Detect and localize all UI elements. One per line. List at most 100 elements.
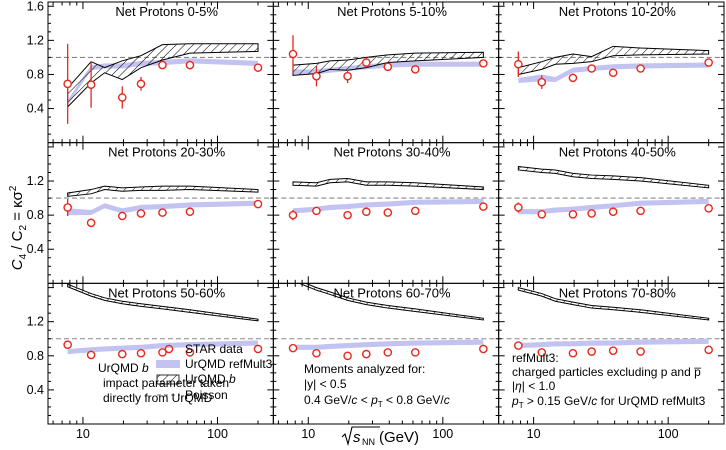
sqrt-sign [341, 426, 380, 447]
y-tick-label: 1.2 [27, 315, 44, 329]
star-marker [86, 80, 96, 89]
star-marker [410, 65, 420, 74]
star-marker [63, 79, 72, 89]
star-marker [514, 203, 523, 212]
star-marker [288, 210, 298, 220]
urqmd-refmult-band [292, 339, 484, 350]
star-marker [479, 202, 488, 211]
annotation-urqmd-b: UrQMD b impact parameter taken directly … [98, 361, 229, 405]
svg-text:|y| < 0.5: |y| < 0.5 [304, 377, 347, 391]
panel-4: 0.4 0.8 1.2 Net Protons 20-30% [27, 142, 274, 284]
star-marker [704, 345, 713, 355]
urqmd-refmult-band [292, 198, 484, 214]
star-data-point [253, 344, 263, 354]
star-marker [158, 348, 167, 357]
star-marker [312, 71, 321, 81]
panel-plot-area [498, 165, 724, 219]
star-marker [158, 60, 167, 70]
y-tick-label: 1.2 [27, 33, 44, 47]
star-data-point [587, 64, 596, 73]
star-data-point [704, 345, 713, 355]
star-data-point [136, 209, 146, 218]
urqmd-refmult-band [67, 58, 259, 106]
star-data-point [185, 348, 195, 357]
star-data-point [253, 199, 263, 209]
y-tick-label: 0.4 [27, 102, 44, 116]
star-data-point [383, 348, 393, 357]
legend-urqmd-b-label: UrQMD b [185, 372, 236, 386]
star-marker [568, 348, 578, 358]
urqmd-refmult-band [67, 340, 259, 355]
star-marker [636, 347, 645, 356]
y-tick-label: 0.8 [27, 349, 44, 363]
x-tick-label: 100 [658, 427, 679, 441]
star-data-point [158, 348, 167, 357]
star-marker [136, 79, 146, 89]
star-data-point [63, 198, 72, 216]
svg-text:NN: NN [362, 437, 375, 447]
legend-refmult-swatch [156, 360, 180, 368]
y-tick-label: 0.4 [27, 383, 44, 397]
star-data-point [312, 206, 321, 216]
urqmd-refmult-band [518, 62, 709, 83]
panel-title: Net Protons 60-70% [333, 285, 451, 300]
panel-5: Net Protons 30-40% [272, 142, 500, 284]
svg-text:directly from UrQMD: directly from UrQMD [103, 391, 213, 405]
urqmd-refmult-band [67, 200, 259, 216]
star-data-point [608, 68, 618, 78]
urqmd-b-band [517, 45, 710, 76]
svg-text:s: s [353, 429, 361, 446]
star-marker [312, 348, 321, 358]
star-marker [312, 206, 321, 216]
star-marker [537, 77, 547, 87]
star-data-point [587, 347, 596, 356]
star-data-point [86, 218, 96, 228]
panel-title: Net Protons 20-30% [108, 145, 226, 160]
star-data-point [288, 35, 298, 73]
star-data-point [312, 65, 321, 87]
star-data-point [704, 58, 713, 67]
svg-text:charged particles excluding p: charged particles excluding p and p̅ [512, 365, 702, 379]
star-data-point [136, 348, 146, 358]
star-marker [117, 349, 127, 359]
star-data-point [63, 43, 72, 124]
star-data-point [568, 348, 578, 358]
star-data-point [479, 344, 488, 354]
urqmd-refmult-band [292, 61, 484, 75]
star-data-point [362, 349, 371, 359]
urqmd-refmult-band [518, 338, 709, 349]
star-marker [253, 344, 263, 354]
star-data-point [410, 65, 420, 74]
star-data-point [410, 348, 420, 357]
star-data-point [479, 202, 488, 211]
y-tick-label: 0.8 [27, 67, 44, 81]
panel-plot-area [48, 185, 274, 228]
star-data-point [158, 60, 167, 70]
star-marker [136, 209, 146, 218]
star-marker [343, 210, 352, 220]
star-marker [136, 348, 146, 358]
star-data-point [514, 202, 523, 213]
x-tick-label: 10 [301, 427, 315, 441]
star-marker [86, 350, 96, 360]
x-tick-label: 100 [432, 427, 453, 441]
panel-6: Net Protons 40-50% [498, 142, 725, 284]
panel-title: Net Protons 30-40% [333, 145, 451, 160]
panel-plot-area [273, 177, 499, 221]
star-data-point [608, 346, 618, 355]
y-tick-label: 1.2 [27, 174, 44, 188]
star-data-point [117, 86, 127, 109]
panel-9: 10 100 Net Protons 70-80% [498, 282, 725, 441]
star-data-point [312, 348, 321, 358]
legend-refmult-label: UrQMD refMult3 [185, 357, 273, 371]
star-data-point [86, 61, 96, 108]
star-marker [288, 49, 298, 59]
svg-text:(GeV): (GeV) [379, 429, 419, 446]
star-marker [608, 68, 618, 78]
legend-urqmd-b-swatch [156, 374, 180, 385]
star-marker [514, 341, 523, 350]
legend-star-label: STAR data [185, 342, 243, 356]
star-data-point [158, 208, 167, 217]
annotation-refmult: refMult3: charged particles excluding p … [511, 351, 706, 410]
star-data-point [383, 62, 393, 72]
